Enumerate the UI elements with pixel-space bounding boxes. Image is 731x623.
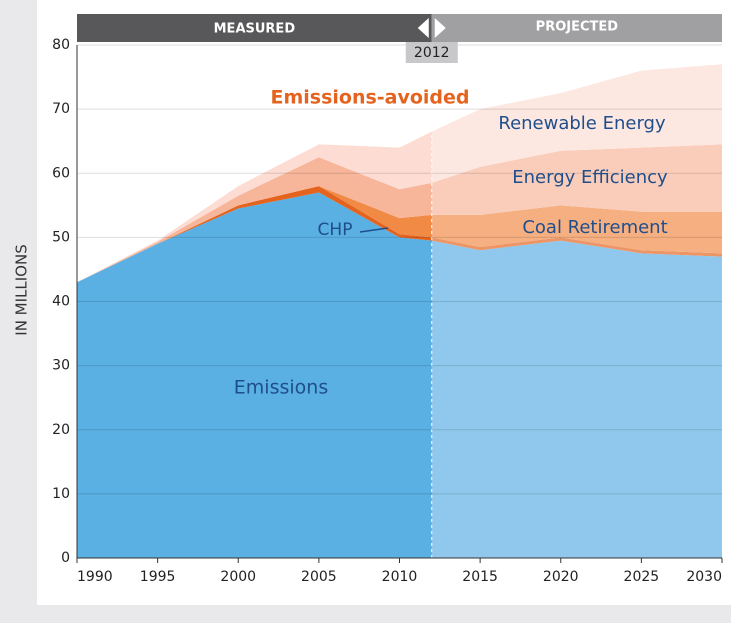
series-label: Emissions: [234, 377, 328, 399]
y-tick-label: 30: [52, 358, 70, 374]
x-tick-label: 2025: [624, 569, 660, 585]
header-measured: [77, 14, 432, 42]
plot-area: [77, 44, 722, 559]
header-projected: [431, 14, 722, 42]
y-tick-label: 0: [61, 550, 70, 566]
x-tick-label: 2010: [382, 569, 418, 585]
divider-label: 2012: [414, 45, 450, 61]
y-tick-label: 10: [52, 486, 70, 502]
area: [77, 64, 722, 283]
divider-box: [405, 42, 458, 63]
y-axis-label: IN MILLIONS: [13, 244, 31, 335]
y-tick-label: 70: [52, 101, 70, 117]
series-label: Coal Retirement: [522, 217, 667, 238]
pointer: [359, 227, 389, 233]
x-tick-label: 1990: [77, 569, 113, 585]
series-label: Renewable Energy: [498, 113, 666, 134]
x-tick-label: 2000: [220, 569, 256, 585]
y-tick-label: 40: [52, 294, 70, 310]
projected-overlay: [431, 45, 722, 558]
area: [77, 186, 722, 283]
x-tick-label: 2015: [462, 569, 498, 585]
x-tick-label: 1995: [140, 569, 176, 585]
annotation: Emissions-avoided: [270, 87, 469, 109]
header-label: MEASURED: [214, 22, 296, 37]
y-tick-label: 50: [52, 229, 70, 245]
y-tick-label: 80: [52, 37, 70, 53]
x-tick-label: 2020: [543, 569, 579, 585]
y-tick-label: 20: [52, 422, 70, 438]
series-label: CHP: [318, 220, 353, 240]
area: [77, 186, 722, 283]
y-tick-label: 60: [52, 165, 70, 181]
x-tick-label: 2005: [301, 569, 337, 585]
x-tick-label: 2030: [686, 569, 722, 585]
arrow-right: [434, 18, 446, 38]
series-label: Energy Efficiency: [512, 167, 668, 188]
header-label: PROJECTED: [536, 20, 619, 35]
area: [77, 192, 722, 559]
area: [77, 144, 722, 283]
arrow-left: [417, 18, 429, 38]
